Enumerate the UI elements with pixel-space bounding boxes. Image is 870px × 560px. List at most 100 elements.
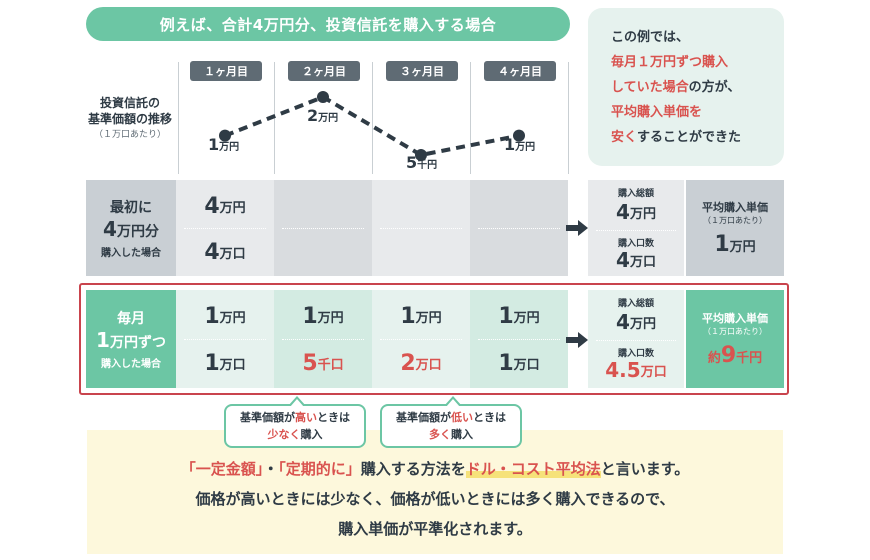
arrow-right-icon	[566, 332, 588, 348]
gridline	[372, 62, 373, 174]
info-line-3-rest: の方が、	[688, 79, 741, 95]
lump-month2-cell	[274, 180, 372, 276]
title-banner: 例えば、合計4万円分、投資信託を購入する場合	[86, 7, 570, 41]
monthly-avg-label: 平均購入単価	[702, 312, 768, 325]
month-label-2: ２ヶ月目	[288, 61, 360, 81]
month-label-3: ３ヶ月目	[386, 61, 458, 81]
divider	[478, 339, 560, 340]
monthly-avg-value: 約9千円	[707, 343, 763, 368]
info-line-5-rest: することができた	[637, 129, 742, 145]
info-line-4: 平均購入単価を	[611, 104, 703, 120]
monthly-units-4: 1 万口	[498, 351, 540, 376]
callout-low-price: 基準価額が低いときは 多く購入	[380, 396, 522, 448]
price-point-4	[513, 129, 525, 142]
divider	[282, 339, 364, 340]
divider	[380, 339, 462, 340]
monthly-head-unit: 万円ずつ	[109, 335, 166, 351]
lump-amount: 4 万円	[204, 194, 246, 219]
lump-head-num: 4	[103, 217, 117, 241]
monthly-month2-cell: 1 万円 5 千口	[274, 290, 372, 388]
divider	[596, 340, 676, 341]
lump-totals-cell: 購入総額 4 万円 購入口数 4 万口	[588, 180, 684, 276]
monthly-month3-cell: 1 万円 2 万口	[372, 290, 470, 388]
lump-head-line1: 最初に	[110, 200, 152, 216]
lump-head-unit: 万円分	[116, 224, 159, 240]
lump-total-units: 4 万口	[616, 248, 656, 272]
divider	[184, 339, 266, 340]
price-label-4: 1万円	[504, 135, 536, 154]
banner-title: 例えば、合計4万円分、投資信託を購入する場合	[159, 15, 497, 34]
month-label-1: １ヶ月目	[190, 61, 262, 81]
monthly-month1-cell: 1 万円 1 万口	[176, 290, 274, 388]
monthly-units-3: 2 万口	[400, 351, 442, 376]
price-point-2	[317, 91, 329, 103]
summary-mid: 購入する方法を	[360, 460, 466, 478]
monthly-avg-sub: （１万口あたり）	[703, 327, 767, 336]
price-label-1: 1万円	[208, 135, 240, 154]
monthly-total-units-label: 購入口数	[617, 349, 654, 359]
summary-q2: 「定期的に」	[278, 460, 361, 478]
lump-units: 4 万口	[204, 240, 246, 265]
chart-caption: 投資信託の 基準価額の推移 （１万口あたり）	[82, 95, 178, 143]
info-line-2: 毎月１万円ずつ購入	[611, 54, 729, 70]
lump-total-amount-label: 購入総額	[617, 189, 654, 199]
monthly-head-num: 1	[96, 328, 110, 352]
lump-month4-cell	[470, 180, 568, 276]
monthly-month4-cell: 1 万円 1 万口	[470, 290, 568, 388]
month-label-4: ４ヶ月目	[484, 61, 556, 81]
monthly-head-line3: 購入した場合	[101, 359, 161, 370]
monthly-total-amount-label: 購入総額	[617, 299, 654, 309]
divider	[184, 228, 266, 229]
monthly-units-2: 5 千口	[302, 351, 344, 376]
monthly-total-units: 4.5 万口	[605, 358, 667, 382]
lump-total-units-label: 購入口数	[617, 239, 654, 249]
divider	[380, 228, 462, 229]
monthly-amount-4: 1 万円	[498, 304, 540, 329]
caption-sub: （１万口あたり）	[93, 130, 166, 140]
info-line-3-red: していた場合	[611, 79, 689, 95]
summary-dot: ・	[263, 460, 279, 478]
gridline	[470, 62, 471, 174]
lump-month1-cell: 4 万円 4 万口	[176, 180, 274, 276]
lump-avg-label: 平均購入単価	[702, 201, 768, 214]
gridline	[178, 62, 179, 174]
price-point-1	[219, 129, 231, 142]
lump-average-cell: 平均購入単価 （１万口あたり） 1万円	[686, 180, 784, 276]
summary-method: ドル・コスト平均法	[465, 460, 601, 478]
monthly-amount-2: 1 万円	[302, 304, 344, 329]
summary-line2: 価格が高いときには少なく、価格が低いときには多く購入できるので、	[195, 490, 675, 508]
monthly-row-header: 毎月 1万円ずつ 購入した場合	[86, 290, 176, 388]
highlight-frame	[79, 283, 789, 395]
gridline	[568, 62, 569, 174]
summary-end: と言います。	[600, 460, 690, 478]
monthly-totals-cell: 購入総額 4 万円 購入口数 4.5 万口	[588, 290, 684, 388]
monthly-amount-3: 1 万円	[400, 304, 442, 329]
caption-line-1: 投資信託の	[99, 96, 160, 110]
info-box: この例では、 毎月１万円ずつ購入 していた場合の方が、 平均購入単価を 安くする…	[588, 8, 784, 166]
summary-q1: 「一定金額」	[180, 460, 264, 478]
lump-total-amount: 4 万円	[616, 200, 656, 224]
caption-line-2: 基準価額の推移	[87, 112, 172, 126]
monthly-total-amount: 4 万円	[616, 310, 656, 334]
info-line-5-red: 安く	[611, 129, 638, 145]
lump-row-header: 最初に 4万円分 購入した場合	[86, 180, 176, 276]
callout-high-price: 基準価額が高いときは 少なく購入	[224, 396, 366, 448]
monthly-head-line1: 毎月	[117, 311, 145, 327]
divider	[478, 228, 560, 229]
divider	[596, 230, 676, 231]
info-line-1: この例では、	[611, 29, 690, 45]
price-label-2: 2万円	[307, 106, 339, 125]
price-point-3	[415, 149, 427, 161]
lump-avg-sub: （１万口あたり）	[703, 216, 767, 225]
price-line	[224, 94, 520, 158]
arrow-right-icon	[566, 220, 588, 236]
lump-month3-cell	[372, 180, 470, 276]
price-chart	[219, 91, 525, 161]
summary-box: 「一定金額」・「定期的に」購入する方法をドル・コスト平均法と言います。 価格が高…	[87, 430, 783, 554]
lump-head-line3: 購入した場合	[101, 248, 161, 259]
monthly-units-1: 1 万口	[204, 351, 246, 376]
divider	[282, 228, 364, 229]
price-label-3: 5千円	[406, 153, 438, 172]
lump-avg-value: 1万円	[714, 232, 756, 257]
monthly-average-cell: 平均購入単価 （１万口あたり） 約9千円	[686, 290, 784, 388]
